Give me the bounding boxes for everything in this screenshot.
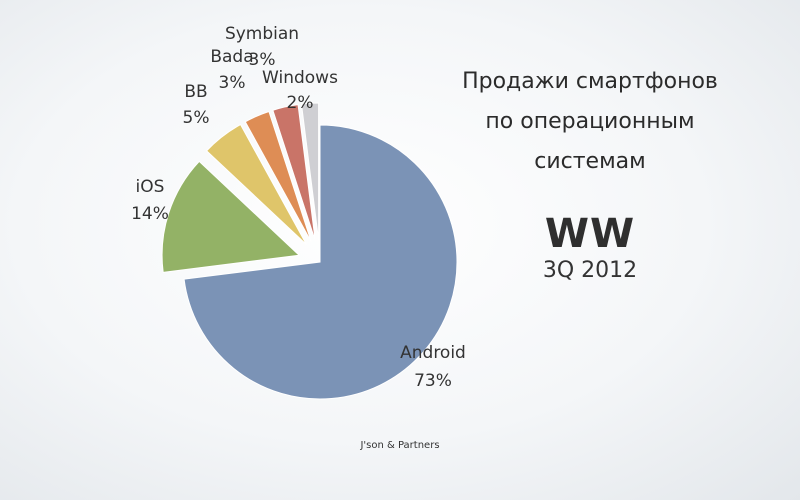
slice-value-android: 73% <box>414 371 452 391</box>
period-label: 3Q 2012 <box>542 258 638 283</box>
chart-title: Продажи смартфонов по операционным систе… <box>440 62 740 182</box>
slice-value-bada: 3% <box>219 73 246 93</box>
slice-value-symbian: 3% <box>249 50 276 70</box>
slice-label-symbian: Symbian <box>225 24 299 44</box>
source-label: J'son & Partners <box>360 440 440 451</box>
slice-label-windows: Windows <box>262 68 338 88</box>
pie-slice-bb <box>205 123 307 245</box>
slice-label-ios: iOS <box>136 177 165 197</box>
pie-slice-bada <box>244 110 312 243</box>
pie-slice-symbian <box>272 104 316 241</box>
chart-title-line-3: системам <box>534 149 646 174</box>
chart-title-line-2: по операционным <box>485 109 695 134</box>
chart-title-line-1: Продажи смартфонов <box>462 69 718 94</box>
slice-value-bb: 5% <box>183 108 210 128</box>
pie-slice-android <box>183 124 458 400</box>
pie-slice-windows <box>300 102 320 241</box>
slice-value-ios: 14% <box>131 204 169 224</box>
slice-label-bada: Bada <box>210 47 253 67</box>
slice-label-bb: BB <box>184 82 207 102</box>
slice-label-android: Android <box>400 343 466 363</box>
pie-slice-ios <box>161 160 301 273</box>
region-label: WW <box>544 211 636 257</box>
slice-value-windows: 2% <box>287 93 314 113</box>
